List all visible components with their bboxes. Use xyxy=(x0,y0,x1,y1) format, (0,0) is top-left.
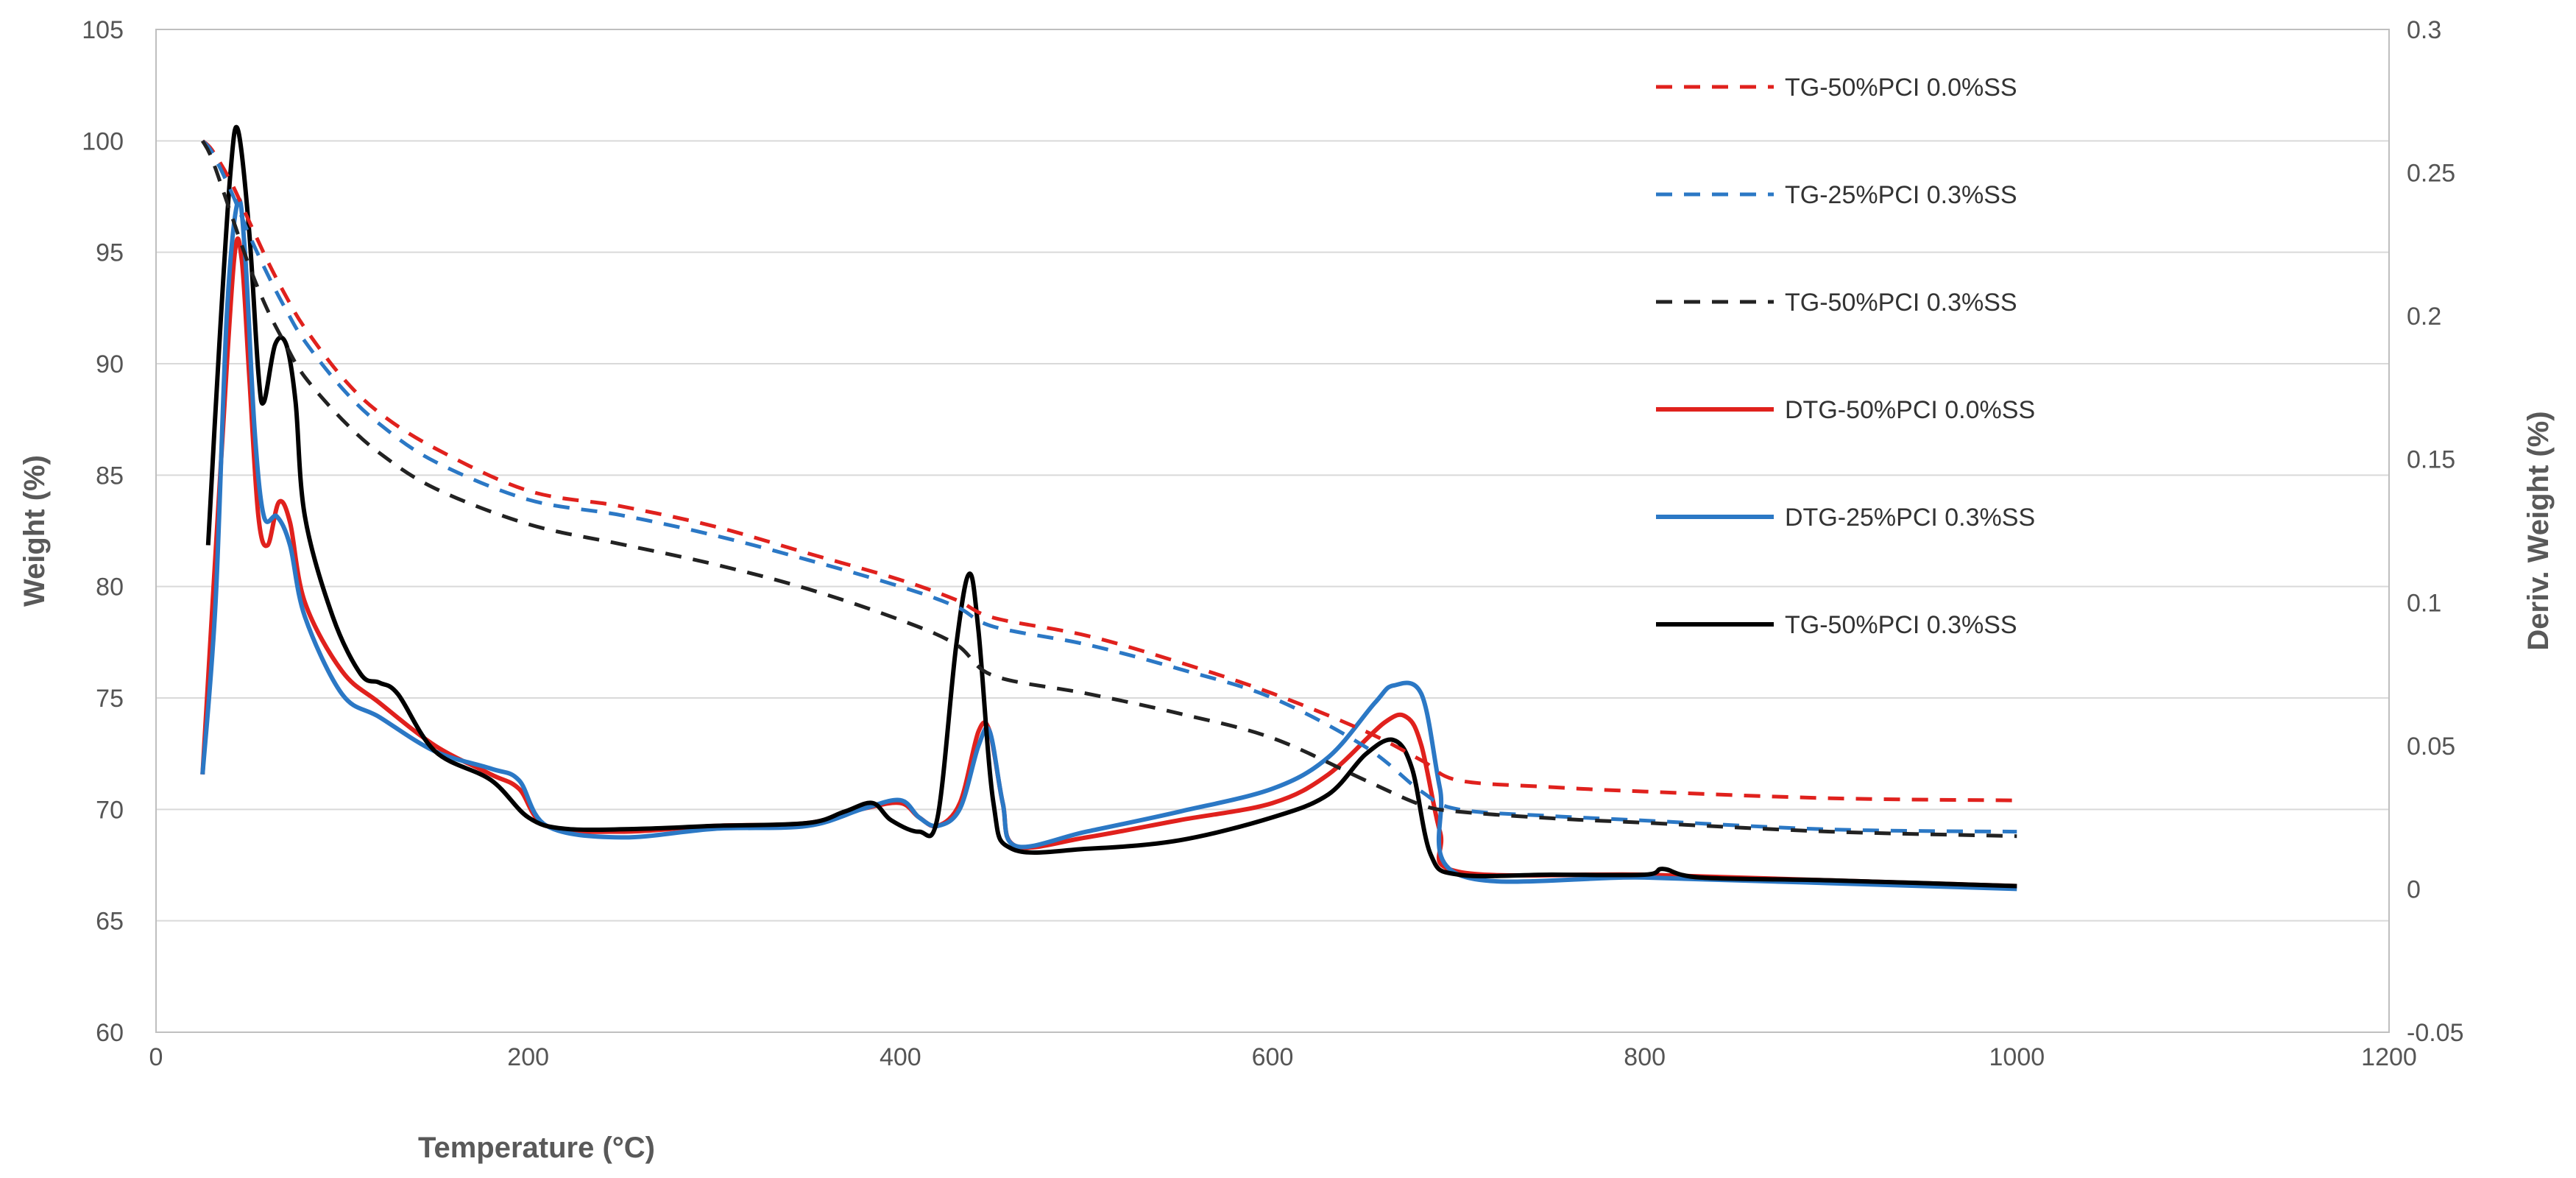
series-line-5 xyxy=(205,124,2017,889)
x-tick-label: 0 xyxy=(149,1043,163,1071)
y-axis-title: Weight (%) xyxy=(18,455,51,607)
legend: TG-50%PCI 0.0%SS TG-25%PCI 0.3%SS TG-50%PC… xyxy=(1656,74,2035,639)
y2-axis-title: Deriv. Weight (%) xyxy=(2522,411,2555,650)
legend-label-4: DTG-25%PCI 0.3%SS xyxy=(1785,504,2035,532)
plot-area-border xyxy=(155,29,2390,1033)
series-layer xyxy=(200,124,2017,892)
y-tick-label: 65 xyxy=(96,908,124,936)
legend-label-2: TG-50%PCI 0.3%SS xyxy=(1785,289,2017,317)
x-tick-labels: 0 200 400 600 800 1000 1200 xyxy=(149,1043,2417,1071)
y-tick-label: 60 xyxy=(96,1019,124,1047)
x-tick-label: 400 xyxy=(880,1043,921,1071)
x-axis-title: Temperature (°C) xyxy=(418,1132,655,1164)
legend-label-5: TG-50%PCI 0.3%SS xyxy=(1785,611,2017,639)
y-tick-label: 105 xyxy=(82,16,124,44)
series-line-1 xyxy=(201,139,2017,834)
x-tick-label: 1000 xyxy=(1989,1043,2045,1071)
y-tick-label: 100 xyxy=(82,127,124,155)
y-tick-label: 85 xyxy=(96,462,124,490)
y2-tick-label: 0.25 xyxy=(2407,160,2455,188)
y-tick-label: 75 xyxy=(96,685,124,713)
y-tick-labels: 60 65 70 75 80 85 90 95 100 105 xyxy=(82,16,124,1047)
x-tick-label: 200 xyxy=(507,1043,549,1071)
y-tick-label: 90 xyxy=(96,350,124,378)
series-line-0 xyxy=(201,139,2017,803)
y2-tick-label: 0.15 xyxy=(2407,446,2455,474)
x-tick-label: 600 xyxy=(1252,1043,1294,1071)
y-tick-label: 95 xyxy=(96,239,124,267)
y-tick-label: 70 xyxy=(96,796,124,824)
y2-tick-label: 0.05 xyxy=(2407,733,2455,761)
y2-tick-label: 0.3 xyxy=(2407,16,2441,44)
y2-tick-label: -0.05 xyxy=(2407,1019,2464,1047)
y2-tick-label: 0.2 xyxy=(2407,303,2441,331)
x-tick-label: 800 xyxy=(1624,1043,1666,1071)
legend-label-1: TG-25%PCI 0.3%SS xyxy=(1785,181,2017,209)
y-tick-label: 80 xyxy=(96,574,124,602)
y2-tick-label: 0 xyxy=(2407,875,2421,903)
series-line-2 xyxy=(200,140,2017,839)
y2-tick-labels: -0.05 0 0.05 0.1 0.15 0.2 0.25 0.3 xyxy=(2407,16,2464,1047)
legend-label-3: DTG-50%PCI 0.0%SS xyxy=(1785,396,2035,424)
y2-tick-label: 0.1 xyxy=(2407,589,2441,617)
legend-label-0: TG-50%PCI 0.0%SS xyxy=(1785,74,2017,102)
x-tick-label: 1200 xyxy=(2361,1043,2417,1071)
series-line-4 xyxy=(200,197,2017,892)
